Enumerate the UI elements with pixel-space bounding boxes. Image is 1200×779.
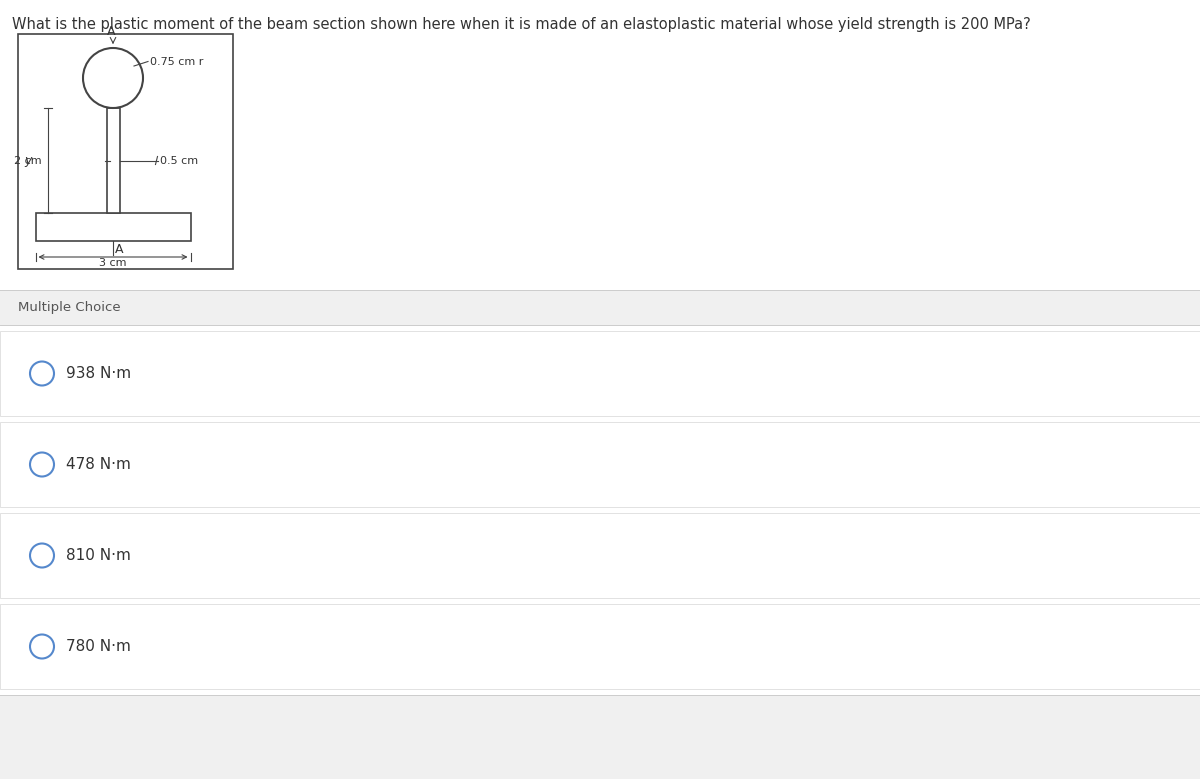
- Bar: [0, 695, 1200, 779]
- Bar: [0, 290, 1200, 325]
- Text: 2 cm: 2 cm: [14, 156, 42, 165]
- Bar: [0, 422, 1200, 507]
- Text: 780 N·m: 780 N·m: [66, 639, 131, 654]
- Text: 938 N·m: 938 N·m: [66, 366, 131, 381]
- Text: 810 N·m: 810 N·m: [66, 548, 131, 563]
- Circle shape: [30, 635, 54, 658]
- Bar: [0, 513, 1200, 598]
- Text: y: y: [24, 154, 31, 167]
- Text: 0.75 cm r: 0.75 cm r: [150, 57, 203, 66]
- Text: 3 cm: 3 cm: [100, 258, 127, 268]
- Text: Multiple Choice: Multiple Choice: [18, 301, 121, 314]
- Text: A: A: [107, 25, 115, 38]
- Text: 478 N·m: 478 N·m: [66, 457, 131, 472]
- Text: A: A: [115, 243, 124, 256]
- Text: What is the plastic moment of the beam section shown here when it is made of an : What is the plastic moment of the beam s…: [12, 17, 1031, 32]
- Bar: [36, 213, 191, 241]
- Bar: [18, 34, 233, 269]
- Bar: [0, 331, 1200, 416]
- Circle shape: [83, 48, 143, 108]
- Bar: [0, 604, 1200, 689]
- Bar: [107, 108, 120, 213]
- Circle shape: [30, 544, 54, 567]
- Circle shape: [30, 453, 54, 477]
- Circle shape: [30, 361, 54, 386]
- Text: 0.5 cm: 0.5 cm: [160, 156, 198, 165]
